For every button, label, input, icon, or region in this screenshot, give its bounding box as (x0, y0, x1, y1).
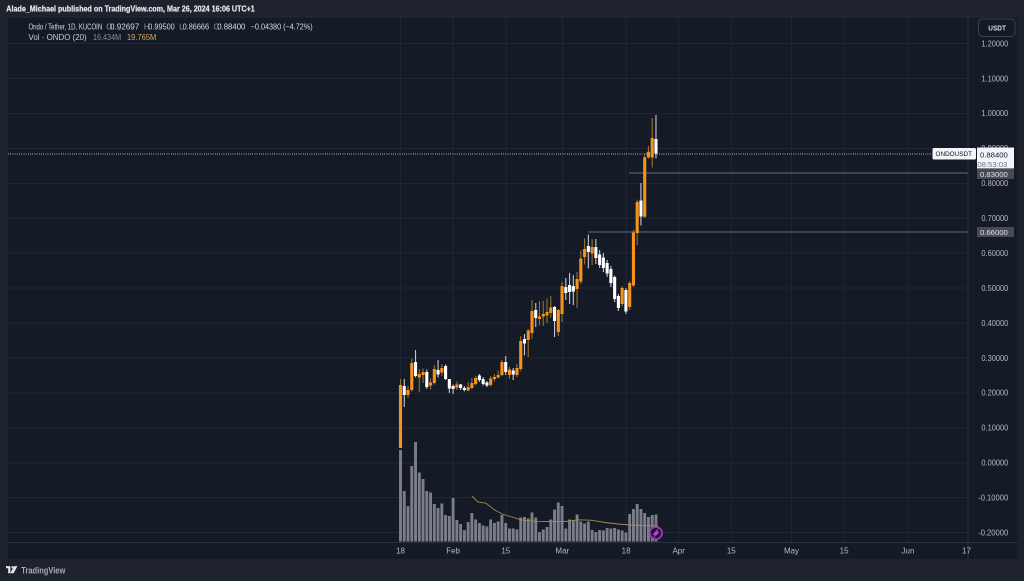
svg-text:L: L (179, 22, 184, 31)
svg-text:0.20000: 0.20000 (981, 389, 1008, 398)
svg-text:Jun: Jun (902, 547, 915, 556)
svg-text:O: O (106, 22, 112, 31)
svg-text:18: 18 (622, 547, 631, 556)
svg-text:0.99500: 0.99500 (148, 22, 175, 31)
svg-text:0.86666: 0.86666 (183, 22, 210, 31)
svg-text:-0.20000: -0.20000 (978, 529, 1009, 538)
svg-text:15: 15 (727, 547, 736, 556)
svg-text:0.92697: 0.92697 (110, 22, 139, 31)
svg-text:0.60000: 0.60000 (981, 249, 1008, 258)
svg-text:0.80000: 0.80000 (981, 179, 1008, 188)
svg-text:0.66000: 0.66000 (980, 228, 1008, 237)
svg-text:Apr: Apr (672, 547, 685, 556)
svg-text:0.40000: 0.40000 (981, 319, 1008, 328)
svg-text:1.10000: 1.10000 (981, 74, 1008, 83)
svg-text:08:53:03: 08:53:03 (977, 160, 1007, 169)
svg-text:0.00000: 0.00000 (981, 459, 1008, 468)
svg-text:Mar: Mar (555, 547, 569, 556)
svg-text:Vol · ONDO (20): Vol · ONDO (20) (29, 33, 88, 42)
svg-text:Ondo / Tether, 1D, KUCOIN: Ondo / Tether, 1D, KUCOIN (29, 22, 103, 31)
svg-text:0.70000: 0.70000 (981, 214, 1008, 223)
svg-text:0.30000: 0.30000 (981, 354, 1008, 363)
svg-text:H: H (144, 22, 150, 31)
svg-text:0.88400: 0.88400 (980, 150, 1008, 159)
svg-text:0.88400: 0.88400 (217, 22, 246, 31)
svg-text:May: May (784, 547, 799, 556)
svg-text:USDT: USDT (988, 23, 1006, 32)
svg-text:1.00000: 1.00000 (981, 109, 1008, 118)
svg-text:Alade_Michael published on Tra: Alade_Michael published on TradingView.c… (6, 5, 255, 14)
svg-text:0.83000: 0.83000 (980, 170, 1008, 179)
svg-text:Feb: Feb (446, 547, 460, 556)
svg-text:-0.10000: -0.10000 (978, 494, 1009, 503)
svg-text:−0.04380 (−4.72%): −0.04380 (−4.72%) (251, 22, 313, 31)
svg-text:19.765M: 19.765M (127, 33, 156, 42)
svg-text:15: 15 (840, 547, 849, 556)
svg-text:ONDOUSDT: ONDOUSDT (936, 151, 973, 158)
svg-text:15: 15 (501, 547, 510, 556)
svg-text:TradingView: TradingView (21, 566, 66, 576)
svg-text:0.50000: 0.50000 (981, 284, 1008, 293)
svg-text:1.20000: 1.20000 (981, 39, 1008, 48)
svg-text:C: C (214, 22, 220, 31)
svg-text:17: 17 (962, 547, 971, 556)
svg-text:18: 18 (396, 547, 405, 556)
svg-text:0.10000: 0.10000 (981, 424, 1008, 433)
svg-text:16.434M: 16.434M (93, 33, 121, 42)
